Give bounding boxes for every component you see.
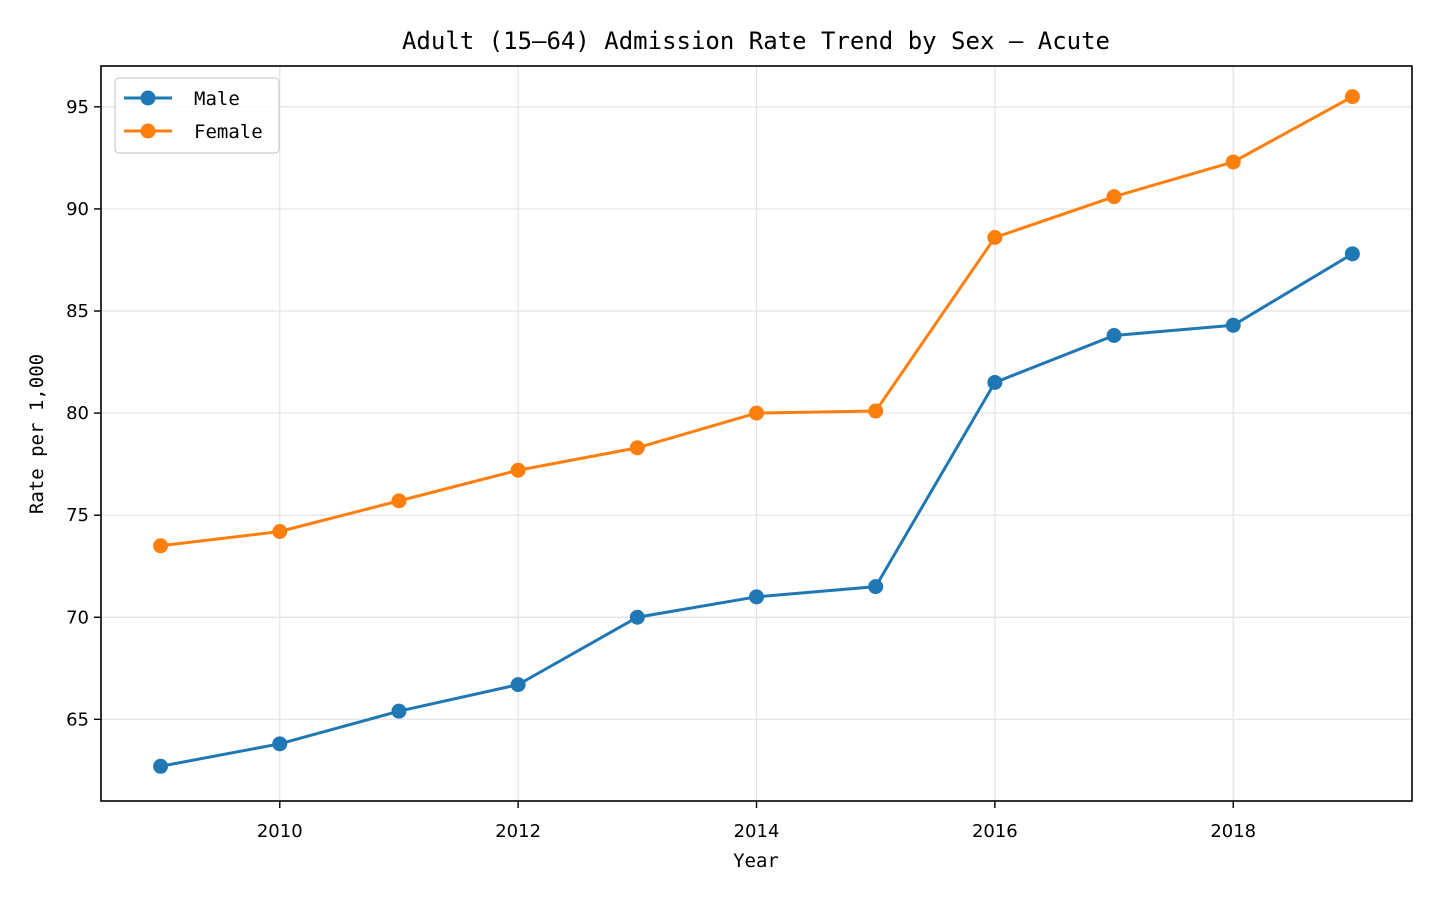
data-point-female <box>749 405 764 421</box>
y-tick-label: 80 <box>66 403 89 424</box>
data-point-male <box>749 589 764 605</box>
legend-marker-male <box>140 90 156 106</box>
data-point-male <box>1225 317 1241 333</box>
y-tick-label: 65 <box>66 709 89 730</box>
y-tick-label: 90 <box>66 199 89 220</box>
data-point-female <box>153 538 169 554</box>
grid-lines <box>101 66 1412 801</box>
data-point-female <box>391 493 407 509</box>
legend: Male Female <box>114 77 280 154</box>
x-tick-label: 2016 <box>972 821 1018 842</box>
legend-label-female: Female <box>194 121 263 143</box>
data-point-female <box>987 230 1003 245</box>
data-point-female <box>1106 189 1122 205</box>
data-point-female <box>510 462 526 478</box>
axis-ticks: 2010 2012 2014 2016 2018 65 70 75 80 85 90 95 <box>66 97 1256 842</box>
chart-title: Adult (15–64) Admission Rate Trend by Se… <box>402 27 1110 55</box>
x-tick-label: 2014 <box>734 821 780 842</box>
x-tick-label: 2012 <box>495 821 541 842</box>
data-point-female <box>629 440 645 456</box>
x-tick-label: 2018 <box>1210 821 1256 842</box>
y-tick-label: 95 <box>66 97 89 118</box>
legend-label-male: Male <box>194 88 240 110</box>
y-axis-label: Rate per 1,000 <box>26 354 48 514</box>
y-tick-label: 75 <box>66 505 89 526</box>
data-point-female <box>1225 154 1241 170</box>
data-point-female <box>1344 89 1360 105</box>
data-point-male <box>629 609 645 625</box>
data-point-male <box>272 736 288 752</box>
y-tick-label: 85 <box>66 301 89 322</box>
data-point-male <box>868 579 884 595</box>
data-point-male <box>153 758 169 774</box>
data-point-female <box>868 403 884 419</box>
x-tick-label: 2010 <box>257 821 303 842</box>
data-point-male <box>510 677 526 693</box>
data-point-male <box>1106 328 1122 343</box>
x-axis-label: Year <box>733 850 779 872</box>
series-layer <box>153 89 1360 774</box>
data-point-male <box>987 374 1003 390</box>
y-tick-label: 70 <box>66 607 89 628</box>
data-point-female <box>272 524 288 539</box>
data-point-male <box>391 703 407 719</box>
data-point-male <box>1344 246 1360 262</box>
legend-marker-female <box>140 123 156 139</box>
